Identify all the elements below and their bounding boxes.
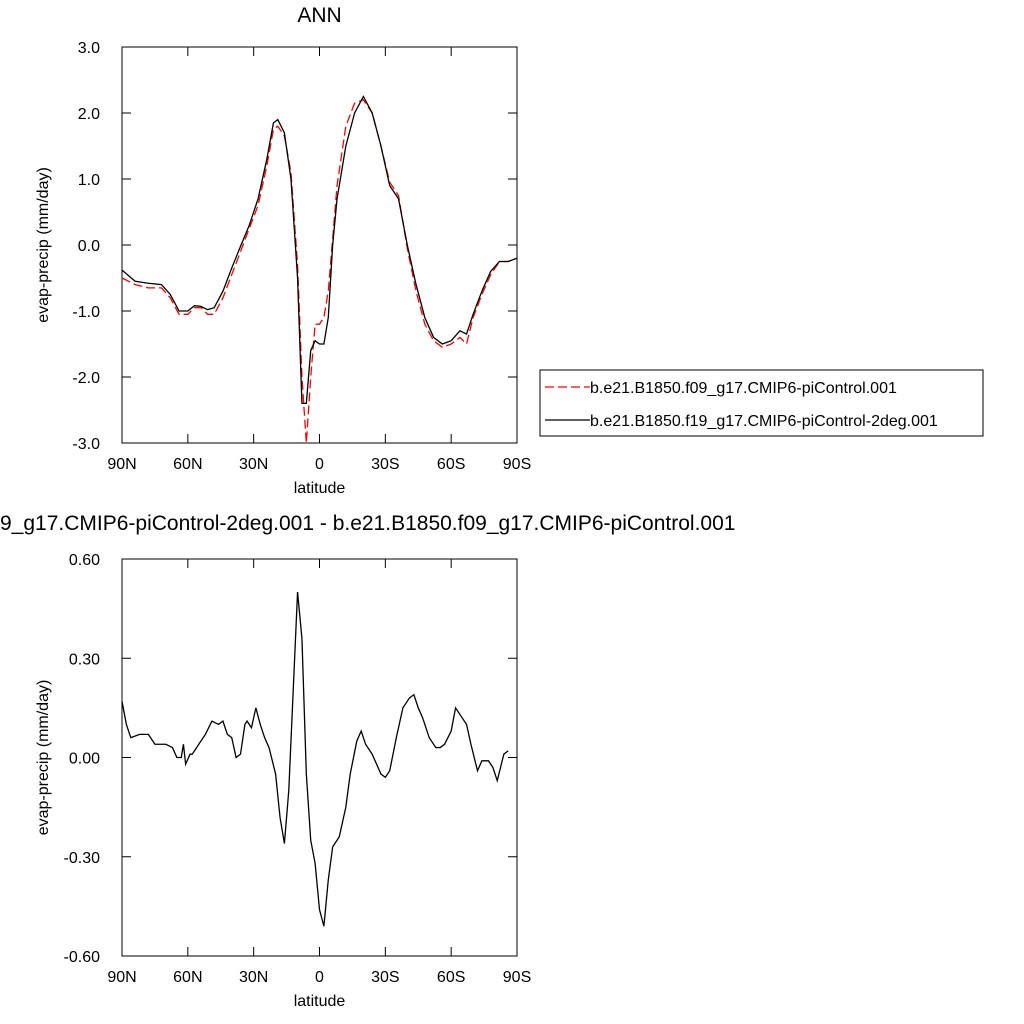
y-axis-label: evap-precip (mm/day) [35, 680, 52, 836]
data-line [121, 592, 509, 927]
x-axis-label: latitude [294, 993, 346, 1010]
x-tick-label: 60S [437, 969, 465, 986]
x-tick-label: 90S [503, 456, 531, 473]
x-tick-label: 60N [173, 456, 202, 473]
x-tick-label: 30N [239, 969, 268, 986]
y-tick-label: -0.30 [64, 850, 101, 867]
x-tick-label: 0 [315, 456, 324, 473]
y-tick-label: -3.0 [72, 436, 100, 453]
x-tick-label: 90N [107, 456, 136, 473]
x-tick-label: 90S [503, 969, 531, 986]
legend-label: b.e21.B1850.f09_g17.CMIP6-piControl.001 [590, 380, 897, 397]
y-axis-label: evap-precip (mm/day) [35, 167, 52, 323]
x-tick-label: 60N [173, 969, 202, 986]
chart-title: ANN [297, 4, 341, 27]
x-tick-label: 30N [239, 456, 268, 473]
y-tick-label: 0.00 [69, 751, 100, 768]
y-tick-label: 1.0 [78, 172, 100, 189]
y-tick-label: 0.30 [69, 651, 100, 668]
x-tick-label: 60S [437, 456, 465, 473]
y-tick-label: 2.0 [78, 106, 100, 123]
y-tick-label: 3.0 [78, 40, 100, 57]
data-line [121, 95, 518, 405]
plot-frame [121, 46, 518, 444]
legend-label: b.e21.B1850.f19_g17.CMIP6-piControl-2deg… [590, 413, 938, 430]
x-tick-label: 90N [107, 969, 136, 986]
y-tick-label: -2.0 [72, 370, 100, 387]
chart-title: 9_g17.CMIP6-piControl-2deg.001 - b.e21.B… [0, 512, 735, 535]
x-tick-label: 30S [371, 456, 399, 473]
x-tick-label: 0 [315, 969, 324, 986]
y-tick-label: 0.0 [78, 238, 100, 255]
data-line [121, 99, 518, 444]
legend-box [539, 369, 984, 437]
x-axis-label: latitude [294, 480, 346, 497]
y-tick-label: -0.60 [64, 949, 101, 966]
x-tick-label: 30S [371, 969, 399, 986]
y-tick-label: -1.0 [72, 304, 100, 321]
y-tick-label: 0.60 [69, 552, 100, 569]
